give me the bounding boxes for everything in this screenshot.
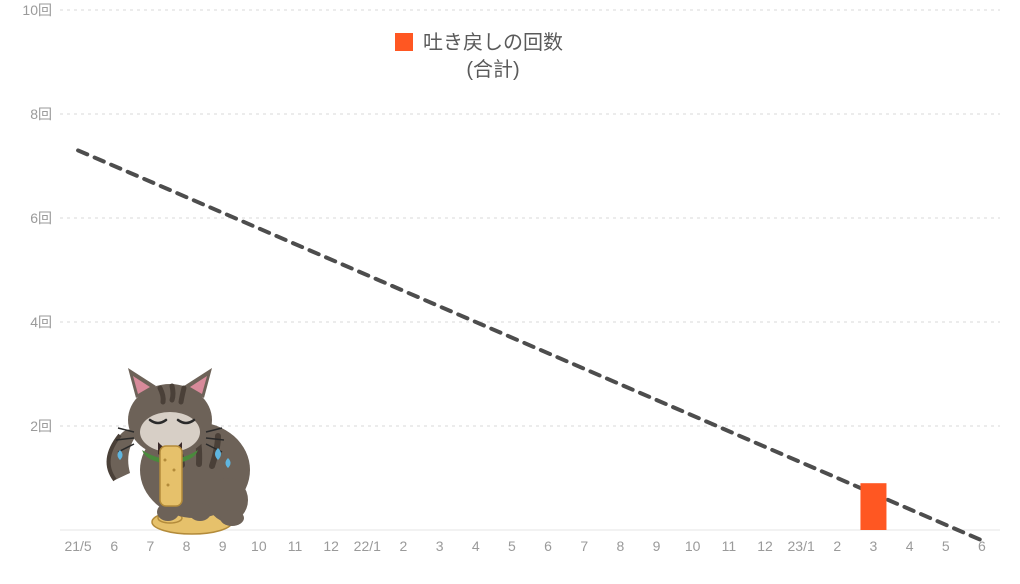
y-tick-label: 2回 [30,416,52,436]
x-tick-label: 8 [616,538,624,554]
x-tick-label: 4 [906,538,914,554]
x-tick-label: 7 [580,538,588,554]
x-tick-label: 4 [472,538,480,554]
y-tick-label: 10回 [22,0,52,20]
x-tick-label: 22/1 [354,538,381,554]
x-tick-label: 5 [942,538,950,554]
x-tick-label: 2 [833,538,841,554]
x-tick-label: 3 [436,538,444,554]
x-tick-label: 11 [722,538,737,554]
x-tick-label: 10 [685,538,701,554]
x-tick-label: 8 [183,538,191,554]
x-tick-label: 7 [146,538,154,554]
x-tick-label: 9 [653,538,661,554]
x-tick-label: 21/5 [64,538,91,554]
x-tick-label: 11 [288,538,303,554]
cat-illustration [109,368,250,534]
y-tick-label: 4回 [30,312,52,332]
x-tick-label: 10 [251,538,267,554]
x-tick-label: 2 [400,538,408,554]
bar [860,483,886,530]
y-tick-label: 8回 [30,104,52,124]
legend-label: 吐き戻しの回数 (合計) [423,30,563,84]
x-tick-label: 23/1 [788,538,815,554]
x-tick-label: 6 [544,538,552,554]
chart-container: 吐き戻しの回数 (合計) 2回 4回 6回 8回 10回 21/5 6 7 8 9 10 11 12 2… [0,0,1020,584]
x-tick-label: 5 [508,538,516,554]
chart-svg [0,0,1020,584]
x-tick-label: 12 [323,538,339,554]
legend-swatch [395,33,413,51]
x-tick-label: 6 [110,538,118,554]
x-tick-label: 12 [757,538,773,554]
x-tick-label: 3 [870,538,878,554]
x-tick-label: 9 [219,538,227,554]
legend: 吐き戻しの回数 (合計) [395,30,563,84]
x-tick-label: 6 [978,538,986,554]
y-tick-label: 6回 [30,208,52,228]
